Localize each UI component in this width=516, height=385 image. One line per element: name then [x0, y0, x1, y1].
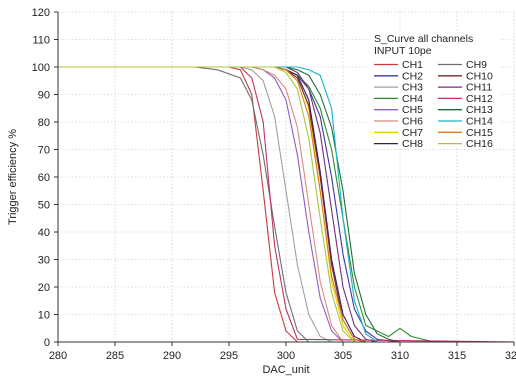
y-tick-label: 100	[32, 62, 50, 74]
series-line-ch3	[58, 66, 514, 343]
legend-label-ch12: CH12	[466, 93, 493, 105]
legend-label-ch11: CH11	[466, 82, 492, 94]
legend-label-ch5: CH5	[402, 104, 423, 116]
y-tick-label: 50	[38, 200, 50, 212]
legend-label-ch13: CH13	[466, 104, 493, 116]
legend-label-ch7: CH7	[402, 127, 423, 139]
y-tick-label: 60	[38, 172, 50, 184]
legend-label-ch4: CH4	[402, 93, 423, 105]
legend-title: S_Curve all channels	[374, 33, 473, 45]
legend-label-ch10: CH10	[466, 70, 493, 82]
x-tick-label: 310	[391, 350, 409, 362]
series-line-ch9	[58, 66, 514, 343]
series-layer	[58, 66, 515, 343]
series-line-ch15	[58, 66, 514, 343]
y-tick-label: 110	[32, 35, 50, 47]
y-axis-label: Trigger efficiency %	[7, 129, 19, 225]
x-tick-label: 315	[448, 350, 466, 362]
legend-label-ch14: CH14	[466, 116, 493, 128]
y-tick-label: 70	[38, 145, 50, 157]
x-tick-label: 280	[49, 350, 67, 362]
legend-background	[370, 32, 500, 148]
x-tick-label: 285	[106, 350, 124, 362]
series-line-ch14	[58, 66, 514, 343]
series-line-ch13	[58, 66, 514, 343]
x-axis-label: DAC_unit	[262, 364, 309, 376]
series-line-ch16	[58, 66, 514, 343]
legend-label-ch8: CH8	[402, 138, 423, 150]
y-tick-label: 80	[38, 117, 50, 129]
y-tick-label: 20	[38, 282, 50, 294]
y-tick-label: 30	[38, 255, 50, 267]
axes-layer: 280 285 290 295 300 305 310 315 320 0 10 20 30 40 50 60…	[7, 7, 516, 376]
y-tick-label: 0	[44, 337, 50, 349]
legend-label-ch6: CH6	[402, 116, 423, 128]
x-tick-label: 300	[277, 350, 295, 362]
legend-label-ch9: CH9	[466, 59, 487, 71]
legend-label-ch15: CH15	[466, 127, 493, 139]
legend-label-ch1: CH1	[402, 59, 423, 71]
y-tick-label: 40	[38, 227, 50, 239]
x-tick-label: 305	[334, 350, 352, 362]
y-tick-label: 120	[32, 7, 50, 19]
legend-label-ch2: CH2	[402, 70, 423, 82]
x-tick-label: 290	[163, 350, 181, 362]
legend-title: INPUT 10pe	[374, 45, 432, 57]
legend-label-ch16: CH16	[466, 138, 493, 150]
y-tick-label: 10	[38, 310, 50, 322]
y-tick-label: 90	[38, 90, 50, 102]
x-tick-label: 320	[505, 350, 516, 362]
x-tick-label: 295	[220, 350, 238, 362]
series-line-ch6	[58, 66, 514, 343]
series-line-ch12	[58, 66, 515, 343]
legend-label-ch3: CH3	[402, 82, 423, 94]
